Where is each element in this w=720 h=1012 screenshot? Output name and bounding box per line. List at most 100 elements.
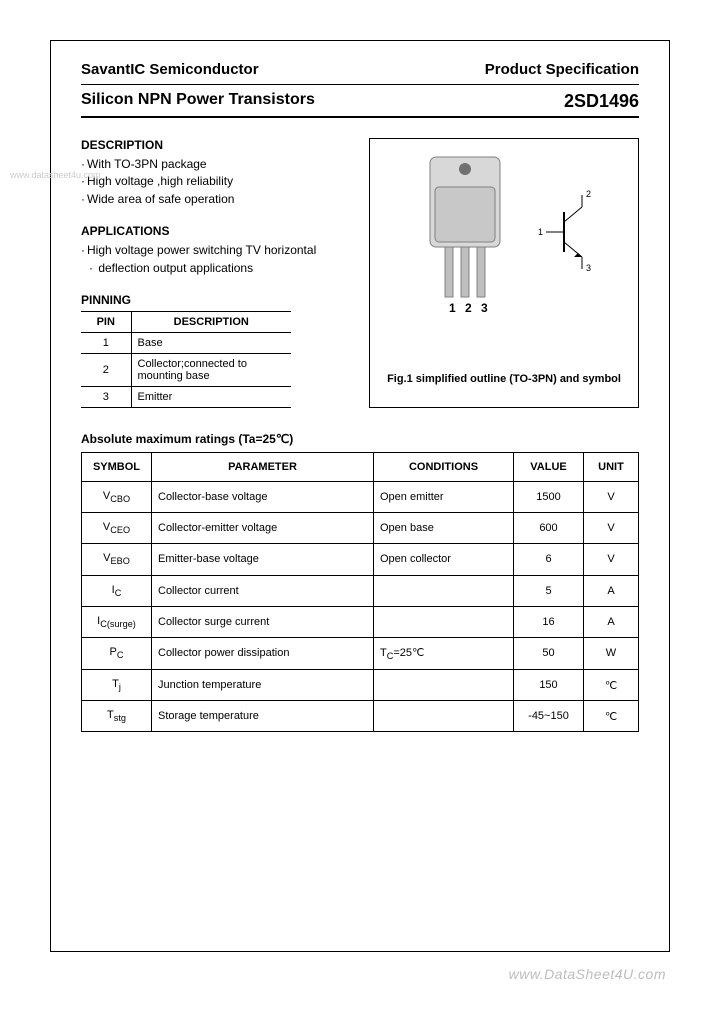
col-unit: UNIT [584, 452, 639, 481]
table-row: 3 Emitter [81, 386, 291, 407]
rating-unit: V [584, 544, 639, 575]
ratings-heading: Absolute maximum ratings (Ta=25℃) [81, 432, 639, 446]
rating-unit: ℃ [584, 701, 639, 732]
top-content: DESCRIPTION With TO-3PN package High vol… [81, 138, 639, 408]
description-list: With TO-3PN package High voltage ,high r… [81, 156, 353, 208]
company-name: SavantIC Semiconductor [81, 61, 259, 78]
description-heading: DESCRIPTION [81, 138, 353, 152]
left-column: DESCRIPTION With TO-3PN package High vol… [81, 138, 353, 408]
part-number: 2SD1496 [564, 91, 639, 112]
rating-parameter: Storage temperature [152, 701, 374, 732]
rating-conditions: Open collector [374, 544, 514, 575]
product-family: Silicon NPN Power Transistors [81, 91, 315, 112]
rating-value: 6 [514, 544, 584, 575]
figure-box: 1 2 3 1 2 3 Fig.1 simplifi [369, 138, 639, 408]
rating-value: 600 [514, 513, 584, 544]
figure-inner: 1 2 3 1 2 3 [378, 147, 630, 317]
table-row: IC(surge)Collector surge current 16A [82, 606, 639, 637]
header-row: SavantIC Semiconductor Product Specifica… [81, 61, 639, 78]
rating-value: -45~150 [514, 701, 584, 732]
rating-symbol: IC(surge) [82, 606, 152, 637]
table-row: VEBOEmitter-base voltageOpen collector6V [82, 544, 639, 575]
rating-symbol: PC [82, 637, 152, 669]
desc-item: With TO-3PN package [81, 156, 353, 173]
rating-unit: V [584, 481, 639, 512]
table-row: PCCollector power dissipationTC=25℃50W [82, 637, 639, 669]
figure-caption: Fig.1 simplified outline (TO-3PN) and sy… [387, 373, 621, 385]
app-item: deflection output applications [89, 260, 353, 277]
watermark-small: www.datasheet4u.com [10, 170, 101, 180]
rating-conditions [374, 606, 514, 637]
table-row: 1 Base [81, 332, 291, 353]
col-symbol: SYMBOL [82, 452, 152, 481]
rating-value: 16 [514, 606, 584, 637]
pin-label: 3 [481, 301, 488, 315]
pin-desc: Emitter [131, 386, 291, 407]
table-row: TjJunction temperature 150℃ [82, 670, 639, 701]
rating-parameter: Collector surge current [152, 606, 374, 637]
col-value: VALUE [514, 452, 584, 481]
package-outline: 1 2 3 [410, 147, 520, 317]
ratings-header-row: SYMBOL PARAMETER CONDITIONS VALUE UNIT [82, 452, 639, 481]
rating-conditions: Open base [374, 513, 514, 544]
pin-col-header: PIN [81, 311, 131, 332]
rating-conditions [374, 670, 514, 701]
rating-conditions [374, 575, 514, 606]
pin-desc: Base [131, 332, 291, 353]
rating-symbol: VCBO [82, 481, 152, 512]
rating-parameter: Collector power dissipation [152, 637, 374, 669]
doc-type: Product Specification [485, 61, 639, 78]
pin-number: 1 [81, 332, 131, 353]
table-row: VCEOCollector-emitter voltageOpen base60… [82, 513, 639, 544]
table-row: VCBOCollector-base voltageOpen emitter15… [82, 481, 639, 512]
desc-item: Wide area of safe operation [81, 191, 353, 208]
app-item: High voltage power switching TV horizont… [81, 242, 353, 259]
rating-symbol: Tstg [82, 701, 152, 732]
rating-symbol: VEBO [82, 544, 152, 575]
applications-list: High voltage power switching TV horizont… [81, 242, 353, 277]
rating-unit: ℃ [584, 670, 639, 701]
symbol-collector-label: 2 [586, 189, 591, 199]
rating-unit: V [584, 513, 639, 544]
page-container: SavantIC Semiconductor Product Specifica… [50, 40, 670, 952]
transistor-symbol: 1 2 3 [538, 187, 598, 277]
applications-heading: APPLICATIONS [81, 224, 353, 238]
rating-symbol: IC [82, 575, 152, 606]
rating-unit: A [584, 606, 639, 637]
desc-item: High voltage ,high reliability [81, 173, 353, 190]
pinning-heading: PINNING [81, 293, 353, 307]
rating-parameter: Collector current [152, 575, 374, 606]
rating-parameter: Collector-emitter voltage [152, 513, 374, 544]
rating-parameter: Junction temperature [152, 670, 374, 701]
pin-number: 3 [81, 386, 131, 407]
title-row: Silicon NPN Power Transistors 2SD1496 [81, 84, 639, 118]
col-parameter: PARAMETER [152, 452, 374, 481]
rating-conditions: Open emitter [374, 481, 514, 512]
rating-value: 150 [514, 670, 584, 701]
table-row: 2 Collector;connected to mounting base [81, 353, 291, 386]
pin-desc: Collector;connected to mounting base [131, 353, 291, 386]
rating-parameter: Emitter-base voltage [152, 544, 374, 575]
rating-unit: W [584, 637, 639, 669]
watermark-footer: www.DataSheet4U.com [509, 966, 666, 982]
pin-label: 2 [465, 301, 472, 315]
rating-value: 1500 [514, 481, 584, 512]
rating-conditions [374, 701, 514, 732]
pin-label: 1 [449, 301, 456, 315]
rating-value: 5 [514, 575, 584, 606]
rating-symbol: Tj [82, 670, 152, 701]
symbol-base-label: 1 [538, 227, 543, 237]
col-conditions: CONDITIONS [374, 452, 514, 481]
rating-value: 50 [514, 637, 584, 669]
pin-number: 2 [81, 353, 131, 386]
table-row: ICCollector current 5A [82, 575, 639, 606]
rating-conditions: TC=25℃ [374, 637, 514, 669]
rating-parameter: Collector-base voltage [152, 481, 374, 512]
pinning-table: PIN DESCRIPTION 1 Base 2 Collector;conne… [81, 311, 291, 408]
ratings-table: SYMBOL PARAMETER CONDITIONS VALUE UNIT V… [81, 452, 639, 733]
rating-symbol: VCEO [82, 513, 152, 544]
desc-col-header: DESCRIPTION [131, 311, 291, 332]
table-row: TstgStorage temperature -45~150℃ [82, 701, 639, 732]
symbol-emitter-label: 3 [586, 263, 591, 273]
rating-unit: A [584, 575, 639, 606]
